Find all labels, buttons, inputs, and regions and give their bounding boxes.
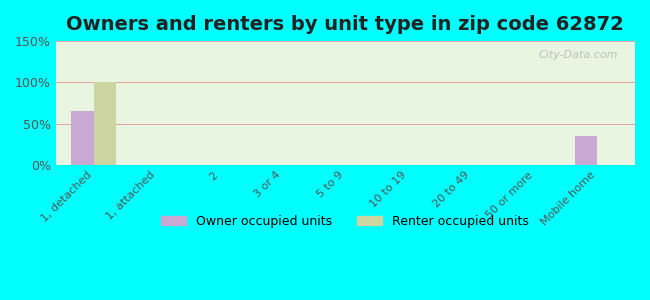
Text: City-Data.com: City-Data.com bbox=[538, 50, 617, 60]
Bar bbox=[575, 136, 597, 165]
Bar bbox=[94, 82, 116, 165]
Bar bbox=[72, 111, 94, 165]
Legend: Owner occupied units, Renter occupied units: Owner occupied units, Renter occupied un… bbox=[157, 210, 534, 233]
Title: Owners and renters by unit type in zip code 62872: Owners and renters by unit type in zip c… bbox=[66, 15, 624, 34]
